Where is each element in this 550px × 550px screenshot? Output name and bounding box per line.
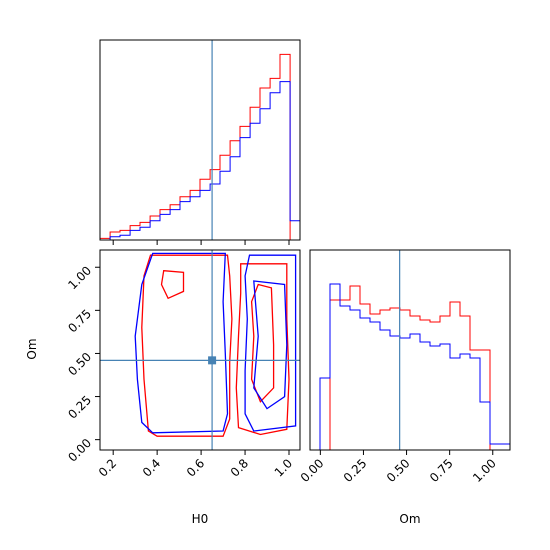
truth-marker (208, 356, 217, 365)
om-y-tick-label-2: 0.50 (65, 350, 94, 379)
y-axis-label-om: Om (25, 338, 39, 359)
x-axis-label-om: Om (399, 512, 420, 526)
contour-6 (253, 280, 288, 410)
h0-x-tick-label-4: 1.0 (272, 456, 295, 479)
h0-x-tick-label-2: 0.6 (184, 456, 207, 479)
om-hist-frame (309, 249, 511, 451)
contour-frame (99, 249, 301, 451)
om-y-tick-label-1: 0.25 (65, 393, 94, 422)
h0-om-contour-panel: 0.2 0.4 0.6 0.8 1.0 0.00 0.25 0.50 0.75 1.00 (65, 249, 301, 480)
h0-x-tick-label-1: 0.4 (140, 456, 163, 479)
om-hist-series-1 (310, 283, 511, 451)
x-axis-label-h0: H0 (192, 512, 209, 526)
om-x-tick-label-2: 0.50 (384, 456, 413, 485)
om-hist-series-0 (310, 285, 510, 451)
om-y-tick-label-4: 1.00 (65, 263, 94, 292)
contour-0 (141, 254, 233, 437)
h0-hist-series-1 (100, 81, 301, 241)
contour-1 (160, 270, 185, 300)
om-x-tick-label-4: 1.00 (470, 456, 499, 485)
om-x-tick-label-3: 0.75 (427, 456, 456, 485)
om-histogram-panel: 0.00 0.25 0.50 0.75 1.00 (298, 249, 511, 485)
contour-4 (134, 252, 229, 434)
om-x-tick-label-0: 0.00 (298, 456, 327, 485)
h0-histogram-panel (99, 39, 301, 245)
h0-hist-series-0 (99, 53, 300, 241)
contour-5 (244, 254, 297, 432)
h0-hist-frame (99, 39, 301, 241)
contour-3 (250, 283, 275, 403)
om-x-tick-label-1: 0.25 (341, 456, 370, 485)
contour-2 (235, 263, 290, 436)
om-y-tick-label-3: 0.75 (65, 307, 94, 336)
om-y-tick-label-0: 0.00 (65, 436, 94, 465)
h0-x-tick-label-0: 0.2 (96, 456, 119, 479)
h0-x-tick-label-3: 0.8 (228, 456, 251, 479)
